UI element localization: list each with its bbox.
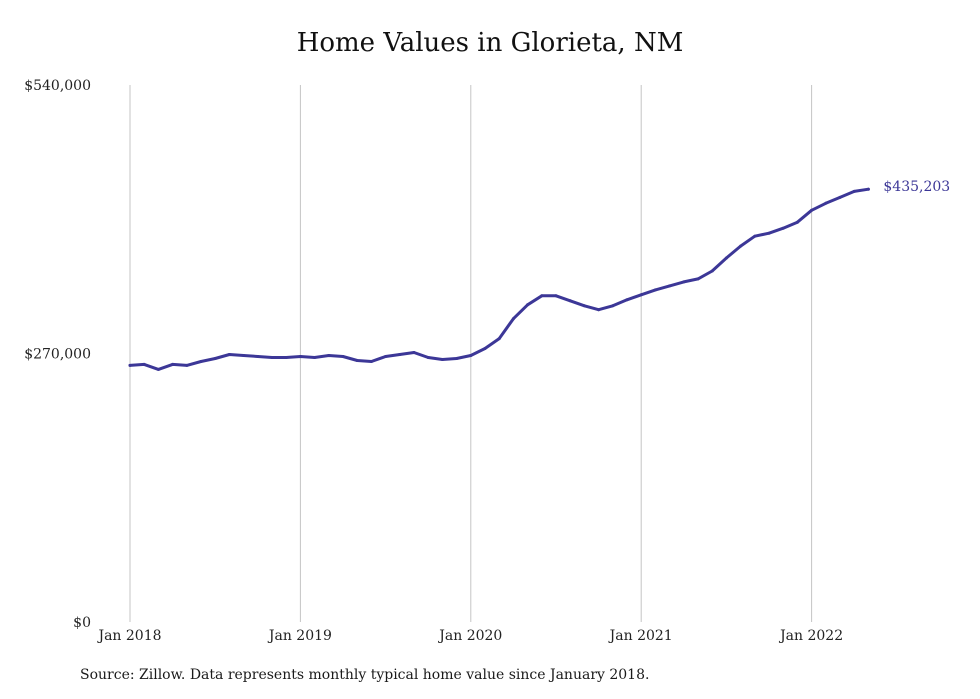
data-point <box>540 294 544 298</box>
data-point <box>554 294 558 298</box>
data-point <box>384 355 388 358</box>
data-point <box>611 304 615 308</box>
data-point <box>582 304 586 308</box>
data-point <box>668 284 672 288</box>
data-point <box>682 280 686 284</box>
data-point <box>653 288 657 292</box>
data-point <box>369 360 373 363</box>
x-axis-tick-labels: Jan 2018 Jan 2019 Jan 2020 Jan 2021 Jan 2022 <box>96 628 843 644</box>
data-point <box>398 353 402 356</box>
gridlines <box>129 85 813 622</box>
y-axis-tick-labels: $0 $270,000 $540,000 <box>24 78 91 631</box>
data-point <box>227 353 231 356</box>
data-point <box>866 187 870 191</box>
data-point <box>483 347 487 350</box>
data-point <box>639 293 643 297</box>
data-point <box>568 299 572 303</box>
data-point <box>171 362 175 366</box>
data-point <box>724 256 728 260</box>
y-tick-label: $0 <box>73 615 91 631</box>
x-tick-label: Jan 2018 <box>96 628 161 644</box>
data-point <box>156 367 160 371</box>
data-point <box>795 220 799 224</box>
data-point <box>426 356 430 359</box>
data-point <box>242 354 246 357</box>
data-point <box>142 362 146 366</box>
data-point <box>284 356 288 359</box>
data-point <box>327 354 331 357</box>
data-point <box>526 303 530 307</box>
data-point <box>739 244 743 248</box>
x-tick-label: Jan 2019 <box>267 628 332 644</box>
x-tick-label: Jan 2022 <box>778 628 843 644</box>
x-tick-label: Jan 2021 <box>608 628 673 644</box>
data-point <box>852 189 856 193</box>
data-point <box>497 337 501 341</box>
data-point <box>298 355 302 358</box>
chart-title: Home Values in Glorieta, NM <box>296 28 684 58</box>
data-point <box>128 363 132 367</box>
data-point <box>341 355 345 358</box>
data-point <box>440 358 444 361</box>
data-point <box>710 269 714 273</box>
data-point <box>511 317 515 321</box>
data-point <box>199 360 203 363</box>
data-point <box>810 208 814 212</box>
data-point <box>313 356 317 359</box>
data-point <box>213 357 217 360</box>
x-tick-label: Jan 2020 <box>437 628 502 644</box>
data-point <box>270 356 274 359</box>
data-point <box>355 359 359 362</box>
data-point <box>455 357 459 360</box>
data-point <box>781 226 785 230</box>
data-point <box>696 277 700 281</box>
data-point <box>469 354 473 357</box>
y-tick-label: $270,000 <box>24 347 91 363</box>
series-points <box>128 187 870 371</box>
data-point <box>625 298 629 302</box>
source-note: Source: Zillow. Data represents monthly … <box>80 667 650 683</box>
end-value-label: $435,203 <box>883 179 950 195</box>
data-point <box>824 201 828 205</box>
data-point <box>838 195 842 199</box>
data-point <box>256 355 260 358</box>
data-point <box>412 351 416 354</box>
data-point <box>753 234 757 238</box>
y-tick-label: $540,000 <box>24 78 91 94</box>
data-point <box>597 308 601 312</box>
data-point <box>767 231 771 235</box>
home-value-line <box>128 187 870 371</box>
data-point <box>185 363 189 367</box>
